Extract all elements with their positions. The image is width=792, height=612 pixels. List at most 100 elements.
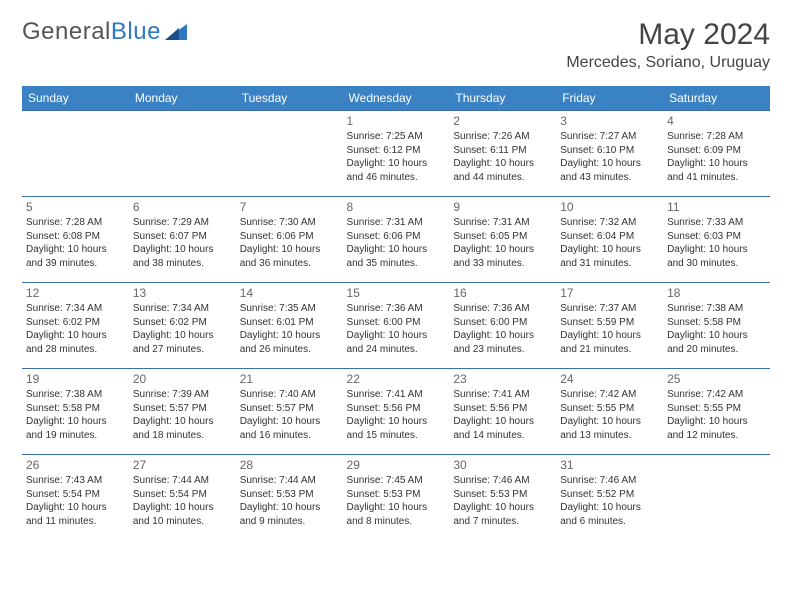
day-header: Tuesday	[236, 86, 343, 111]
calendar-cell: 24 Sunrise: 7:42 AMSunset: 5:55 PMDayligh…	[556, 369, 663, 455]
calendar-cell: 15Sunrise: 7:36 AMSunset: 6:00 PMDayligh…	[343, 283, 450, 369]
day-header: Monday	[129, 86, 236, 111]
day-number: 19	[26, 372, 125, 386]
day-info: Sunrise: 7:36 AMSunset: 6:00 PMDaylight:…	[347, 302, 446, 356]
calendar-cell	[22, 111, 129, 197]
calendar-row: 26 Sunrise: 7:43 AMSunset: 5:54 PMDayligh…	[22, 455, 770, 541]
day-info: Sunrise: 7:31 AMSunset: 6:05 PMDaylight:…	[453, 216, 552, 270]
calendar-cell: 8 Sunrise: 7:31 AMSunset: 6:06 PMDaylight…	[343, 197, 450, 283]
day-number: 12	[26, 286, 125, 300]
calendar-cell: 12Sunrise: 7:34 AMSunset: 6:02 PMDayligh…	[22, 283, 129, 369]
day-number: 16	[453, 286, 552, 300]
calendar-cell: 19 Sunrise: 7:38 AMSunset: 5:58 PMDayligh…	[22, 369, 129, 455]
day-header: Saturday	[663, 86, 770, 111]
title-block: May 2024 Mercedes, Soriano, Uruguay	[566, 18, 770, 72]
logo-part2: Blue	[111, 18, 161, 45]
day-info: Sunrise: 7:37 AMSunset: 5:59 PMDaylight:…	[560, 302, 659, 356]
calendar-row: 1Sunrise: 7:25 AMSunset: 6:12 PMDaylight…	[22, 111, 770, 197]
day-info: Sunrise: 7:26 AMSunset: 6:11 PMDaylight:…	[453, 130, 552, 184]
day-number: 31	[560, 458, 659, 472]
day-info: Sunrise: 7:42 AMSunset: 5:55 PMDaylight:…	[667, 388, 766, 442]
day-info: Sunrise: 7:38 AMSunset: 5:58 PMDaylight:…	[26, 388, 125, 442]
day-info: Sunrise: 7:36 AMSunset: 6:00 PMDaylight:…	[453, 302, 552, 356]
day-number: 28	[240, 458, 339, 472]
day-header: Thursday	[449, 86, 556, 111]
day-info: Sunrise: 7:41 AMSunset: 5:56 PMDaylight:…	[347, 388, 446, 442]
day-number: 17	[560, 286, 659, 300]
day-header: Friday	[556, 86, 663, 111]
day-info: Sunrise: 7:28 AMSunset: 6:08 PMDaylight:…	[26, 216, 125, 270]
day-info: Sunrise: 7:35 AMSunset: 6:01 PMDaylight:…	[240, 302, 339, 356]
day-number: 27	[133, 458, 232, 472]
day-info: Sunrise: 7:28 AMSunset: 6:09 PMDaylight:…	[667, 130, 766, 184]
calendar-cell: 5Sunrise: 7:28 AMSunset: 6:08 PMDaylight…	[22, 197, 129, 283]
calendar-cell	[663, 455, 770, 541]
calendar-cell: 22 Sunrise: 7:41 AMSunset: 5:56 PMDayligh…	[343, 369, 450, 455]
calendar-cell: 28 Sunrise: 7:44 AMSunset: 5:53 PMDayligh…	[236, 455, 343, 541]
day-info: Sunrise: 7:46 AMSunset: 5:53 PMDaylight:…	[453, 474, 552, 528]
calendar-cell: 30 Sunrise: 7:46 AMSunset: 5:53 PMDayligh…	[449, 455, 556, 541]
logo-part1: General	[22, 18, 111, 45]
day-info: Sunrise: 7:45 AMSunset: 5:53 PMDaylight:…	[347, 474, 446, 528]
day-number: 22	[347, 372, 446, 386]
calendar-cell: 9Sunrise: 7:31 AMSunset: 6:05 PMDaylight…	[449, 197, 556, 283]
day-info: Sunrise: 7:46 AMSunset: 5:52 PMDaylight:…	[560, 474, 659, 528]
calendar-cell: 23 Sunrise: 7:41 AMSunset: 5:56 PMDayligh…	[449, 369, 556, 455]
day-number: 25	[667, 372, 766, 386]
day-number: 23	[453, 372, 552, 386]
day-header: Sunday	[22, 86, 129, 111]
calendar-cell: 27 Sunrise: 7:44 AMSunset: 5:54 PMDayligh…	[129, 455, 236, 541]
day-number: 26	[26, 458, 125, 472]
calendar-cell: 2Sunrise: 7:26 AMSunset: 6:11 PMDaylight…	[449, 111, 556, 197]
calendar-head: SundayMondayTuesdayWednesdayThursdayFrid…	[22, 86, 770, 111]
calendar-cell: 6 Sunrise: 7:29 AMSunset: 6:07 PMDaylight…	[129, 197, 236, 283]
day-number: 21	[240, 372, 339, 386]
day-info: Sunrise: 7:33 AMSunset: 6:03 PMDaylight:…	[667, 216, 766, 270]
calendar-cell: 20 Sunrise: 7:39 AMSunset: 5:57 PMDayligh…	[129, 369, 236, 455]
day-info: Sunrise: 7:34 AMSunset: 6:02 PMDaylight:…	[133, 302, 232, 356]
calendar-body: 1Sunrise: 7:25 AMSunset: 6:12 PMDaylight…	[22, 111, 770, 541]
calendar-table: SundayMondayTuesdayWednesdayThursdayFrid…	[22, 86, 770, 541]
calendar-row: 12 Sunrise: 7:34 AMSunset: 6:02 PMDayligh…	[22, 283, 770, 369]
day-info: Sunrise: 7:44 AMSunset: 5:53 PMDaylight:…	[240, 474, 339, 528]
day-info: Sunrise: 7:43 AMSunset: 5:54 PMDaylight:…	[26, 474, 125, 528]
logo: GeneralBlue	[22, 18, 191, 46]
day-number: 3	[560, 114, 659, 128]
calendar-cell: 7Sunrise: 7:30 AMSunset: 6:06 PMDaylight…	[236, 197, 343, 283]
calendar-cell: 14 Sunrise: 7:35 AMSunset: 6:01 PMDayligh…	[236, 283, 343, 369]
day-info: Sunrise: 7:25 AMSunset: 6:12 PMDaylight:…	[347, 130, 446, 184]
calendar-cell: 31 Sunrise: 7:46 AMSunset: 5:52 PMDayligh…	[556, 455, 663, 541]
day-number: 6	[133, 200, 232, 214]
calendar-cell: 1Sunrise: 7:25 AMSunset: 6:12 PMDaylight…	[343, 111, 450, 197]
calendar-cell: 17 Sunrise: 7:37 AMSunset: 5:59 PMDayligh…	[556, 283, 663, 369]
day-info: Sunrise: 7:39 AMSunset: 5:57 PMDaylight:…	[133, 388, 232, 442]
day-info: Sunrise: 7:27 AMSunset: 6:10 PMDaylight:…	[560, 130, 659, 184]
day-number: 8	[347, 200, 446, 214]
header: GeneralBlue May 2024 Mercedes, Soriano, …	[22, 18, 770, 72]
day-number: 24	[560, 372, 659, 386]
day-number: 30	[453, 458, 552, 472]
calendar-cell	[129, 111, 236, 197]
day-info: Sunrise: 7:32 AMSunset: 6:04 PMDaylight:…	[560, 216, 659, 270]
day-info: Sunrise: 7:40 AMSunset: 5:57 PMDaylight:…	[240, 388, 339, 442]
day-info: Sunrise: 7:38 AMSunset: 5:58 PMDaylight:…	[667, 302, 766, 356]
calendar-row: 5Sunrise: 7:28 AMSunset: 6:08 PMDaylight…	[22, 197, 770, 283]
calendar-cell: 3 Sunrise: 7:27 AMSunset: 6:10 PMDaylight…	[556, 111, 663, 197]
day-number: 18	[667, 286, 766, 300]
calendar-cell: 11 Sunrise: 7:33 AMSunset: 6:03 PMDayligh…	[663, 197, 770, 283]
day-number: 14	[240, 286, 339, 300]
calendar-cell: 25 Sunrise: 7:42 AMSunset: 5:55 PMDayligh…	[663, 369, 770, 455]
day-info: Sunrise: 7:29 AMSunset: 6:07 PMDaylight:…	[133, 216, 232, 270]
day-info: Sunrise: 7:42 AMSunset: 5:55 PMDaylight:…	[560, 388, 659, 442]
day-number: 13	[133, 286, 232, 300]
day-number: 20	[133, 372, 232, 386]
day-info: Sunrise: 7:31 AMSunset: 6:06 PMDaylight:…	[347, 216, 446, 270]
day-info: Sunrise: 7:44 AMSunset: 5:54 PMDaylight:…	[133, 474, 232, 528]
calendar-cell: 16 Sunrise: 7:36 AMSunset: 6:00 PMDayligh…	[449, 283, 556, 369]
page-title: May 2024	[566, 18, 770, 52]
calendar-row: 19 Sunrise: 7:38 AMSunset: 5:58 PMDayligh…	[22, 369, 770, 455]
calendar-cell: 10Sunrise: 7:32 AMSunset: 6:04 PMDayligh…	[556, 197, 663, 283]
day-number: 11	[667, 200, 766, 214]
day-info: Sunrise: 7:41 AMSunset: 5:56 PMDaylight:…	[453, 388, 552, 442]
day-number: 7	[240, 200, 339, 214]
